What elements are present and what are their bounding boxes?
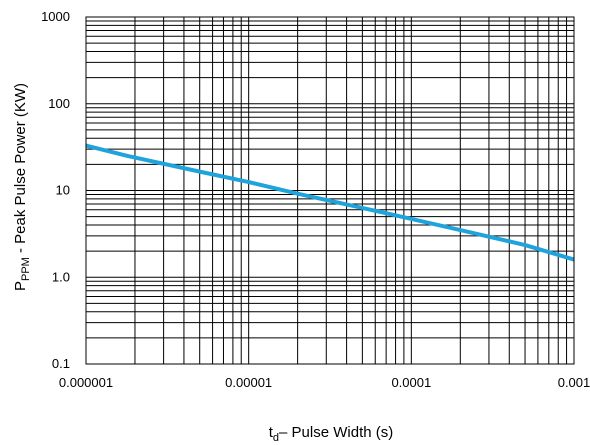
y-tick-label: 1000	[41, 9, 70, 24]
y-tick-labels: 0.1 1.0 10 100 1000	[41, 9, 70, 371]
y-tick-label: 10	[56, 183, 70, 198]
x-tick-label: 0.0001	[391, 375, 431, 390]
x-tick-label: 0.001	[558, 375, 590, 390]
series-line	[85, 143, 575, 262]
y-tick-label: 100	[48, 96, 70, 111]
y-axis-title-sub: PPM	[20, 257, 32, 281]
x-tick-labels: 0.000001 0.00001 0.0001 0.001	[59, 375, 590, 390]
x-tick-label: 0.000001	[59, 375, 113, 390]
plot-frame	[85, 16, 575, 365]
y-tick-label: 1.0	[52, 269, 70, 284]
y-axis-title: PPPM - Peak Pulse Power (KW)	[12, 83, 32, 291]
y-tick-label: 0.1	[52, 356, 70, 371]
grid	[86, 17, 574, 364]
x-axis-title-rest: – Pulse Width (s)	[279, 424, 393, 441]
y-axis-title-main: P	[12, 281, 29, 291]
y-axis-title-rest: - Peak Pulse Power (KW)	[12, 83, 29, 257]
x-axis-title-main: t	[269, 424, 274, 441]
x-tick-label: 0.00001	[225, 375, 272, 390]
x-axis-title-sub: d	[273, 432, 279, 444]
series-group	[85, 143, 575, 262]
x-axis-title: td– Pulse Width (s)	[269, 424, 394, 444]
